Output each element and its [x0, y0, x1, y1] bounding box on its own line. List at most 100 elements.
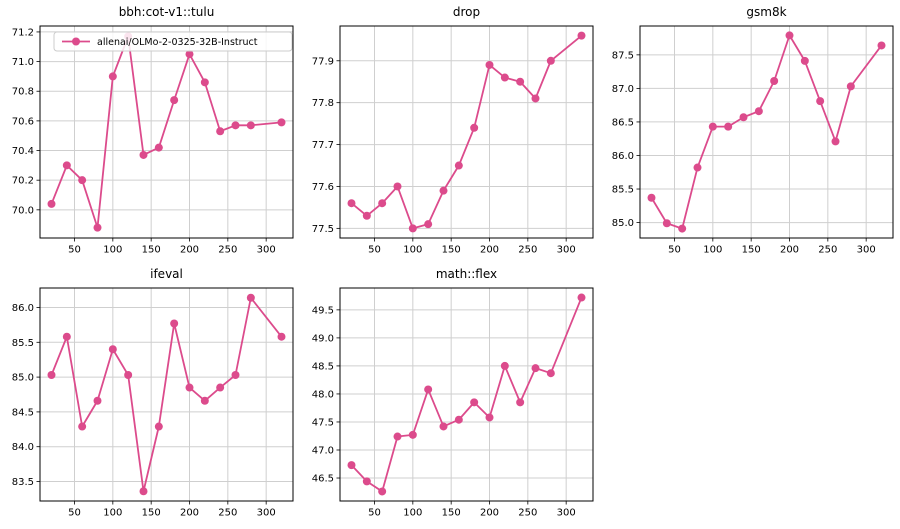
y-tick-label: 70.8	[12, 87, 34, 98]
data-point	[754, 107, 763, 116]
y-tick-label: 77.7	[312, 140, 334, 151]
data-point	[408, 430, 417, 439]
chart-panel-math-flex: 50 100 150 200 250 300 46.5 47.0 47.5 48.0 48.5 49.…	[300, 262, 600, 525]
x-tick-label: 150	[442, 245, 461, 256]
x-tick-label: 300	[857, 245, 876, 256]
chart-drop: 50 100 150 200 250 300 77.5 77.6 77.7 77.8 77.9 dro…	[312, 5, 594, 256]
data-point	[678, 224, 687, 233]
data-point	[439, 186, 448, 195]
data-point	[424, 220, 433, 229]
legend-label: allenai/OLMo-2-0325-32B-Instruct	[97, 37, 258, 48]
x-axis-tick-labels: 50 100 150 200 250 300	[368, 508, 576, 519]
data-point	[231, 371, 240, 380]
data-point	[93, 396, 102, 405]
data-point	[154, 422, 163, 431]
y-axis-tick-labels: 83.5 84.0 84.5 85.0 85.5 86.0	[12, 303, 34, 488]
y-tick-label: 77.9	[312, 56, 334, 67]
x-tick-label: 200	[480, 508, 499, 519]
chart-gsm8k: 50 100 150 200 250 300 85.0 85.5 86.0 86.5 87.0 87.…	[612, 5, 894, 256]
data-point	[246, 293, 255, 302]
y-tick-label: 47.0	[312, 445, 334, 456]
data-point	[362, 477, 371, 486]
x-tick-label: 200	[480, 245, 499, 256]
x-tick-label: 200	[180, 245, 199, 256]
grid	[640, 26, 893, 238]
data-markers	[347, 293, 586, 496]
x-tick-label: 250	[518, 245, 537, 256]
y-axis-ticks	[336, 60, 340, 229]
y-tick-label: 86.5	[612, 117, 634, 128]
x-tick-label: 200	[780, 245, 799, 256]
legend-box	[53, 31, 293, 52]
data-line	[350, 296, 583, 493]
data-line	[50, 296, 283, 493]
y-tick-label: 48.0	[312, 389, 334, 400]
legend: allenai/OLMo-2-0325-32B-Instruct	[53, 31, 293, 52]
data-point	[470, 398, 479, 407]
y-tick-label: 86.0	[12, 303, 34, 314]
data-point	[185, 50, 194, 59]
data-point	[393, 432, 402, 441]
legend-marker-icon	[72, 37, 80, 46]
data-point	[724, 122, 733, 131]
x-axis-tick-labels: 50 100 150 200 250 300	[668, 245, 876, 256]
data-point	[216, 127, 225, 136]
data-point	[93, 223, 102, 232]
chart-title: ifeval	[150, 267, 183, 281]
data-point	[378, 199, 387, 208]
chart-panel-gsm8k: 50 100 150 200 250 300 85.0 85.5 86.0 86.5 87.0 87.…	[600, 0, 900, 262]
data-point	[439, 422, 448, 431]
data-point	[378, 487, 387, 496]
x-tick-label: 100	[103, 508, 122, 519]
data-point	[47, 199, 56, 208]
data-point	[424, 385, 433, 394]
x-tick-label: 50	[368, 245, 381, 256]
y-tick-label: 83.5	[12, 477, 34, 488]
y-tick-label: 46.5	[312, 474, 334, 485]
x-tick-label: 250	[218, 508, 237, 519]
data-point	[246, 121, 255, 130]
x-tick-label: 200	[180, 508, 199, 519]
chart-panel-ifeval: 50 100 150 200 250 300 83.5 84.0 84.5 85.0 85.5 86.…	[0, 262, 300, 525]
grid	[40, 26, 293, 238]
x-tick-label: 150	[442, 508, 461, 519]
data-point	[708, 122, 717, 131]
data-point	[693, 163, 702, 172]
x-axis-tick-labels: 50 100 150 200 250 300	[368, 245, 576, 256]
chart-panel-drop: 50 100 150 200 250 300 77.5 77.6 77.7 77.8 77.9 dro…	[300, 0, 600, 262]
chart-ifeval: 50 100 150 200 250 300 83.5 84.0 84.5 85.0 85.5 86.…	[12, 267, 294, 519]
y-tick-label: 84.0	[12, 442, 34, 453]
y-axis-ticks	[636, 54, 640, 223]
y-axis-ticks	[336, 309, 340, 479]
data-markers	[47, 32, 286, 232]
y-tick-label: 70.6	[12, 116, 34, 127]
data-point	[347, 461, 356, 470]
data-point	[454, 415, 463, 424]
y-tick-label: 70.2	[12, 176, 34, 187]
data-line	[350, 34, 583, 230]
y-tick-label: 49.5	[312, 305, 334, 316]
x-axis-ticks	[674, 238, 867, 242]
data-point	[216, 383, 225, 392]
x-tick-label: 250	[218, 245, 237, 256]
y-axis-tick-labels: 77.5 77.6 77.7 77.8 77.9	[312, 56, 334, 235]
x-tick-label: 100	[403, 245, 422, 256]
data-point	[62, 332, 71, 341]
y-tick-label: 77.6	[312, 182, 334, 193]
data-markers	[47, 293, 286, 496]
empty-panel	[600, 262, 900, 525]
data-point	[139, 150, 148, 159]
data-point	[408, 224, 417, 233]
data-point	[846, 82, 855, 91]
x-axis-ticks	[74, 238, 267, 242]
data-point	[770, 77, 779, 86]
data-point	[816, 97, 825, 106]
x-tick-label: 100	[403, 508, 422, 519]
x-tick-label: 300	[257, 508, 276, 519]
data-point	[454, 161, 463, 170]
data-line	[650, 34, 883, 230]
y-tick-label: 48.5	[312, 361, 334, 372]
data-point	[531, 364, 540, 373]
data-point	[546, 56, 555, 65]
